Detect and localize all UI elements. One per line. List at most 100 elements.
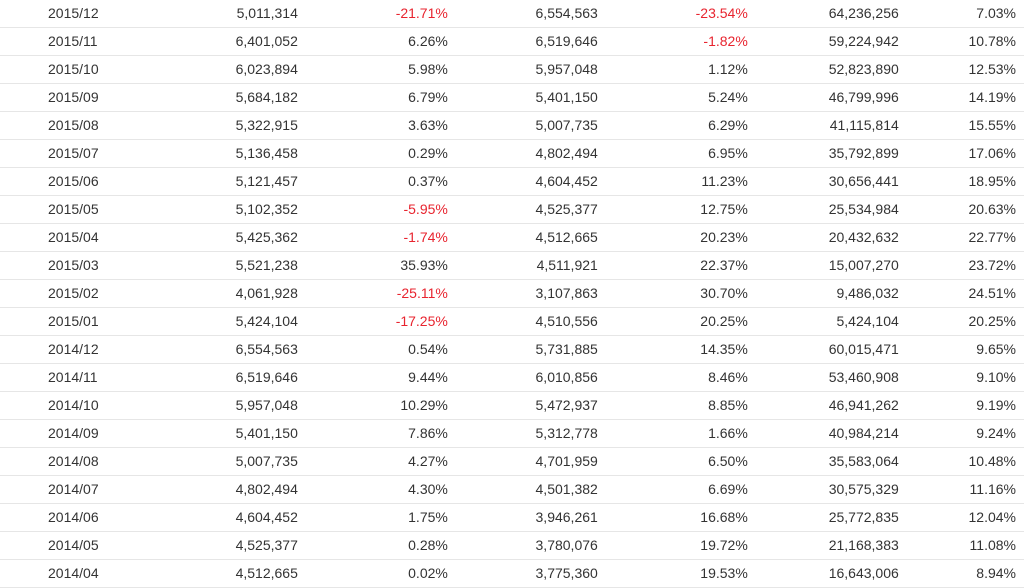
percent-change-cell: 1.66% <box>597 419 748 448</box>
percent-change-cell: 19.72% <box>597 531 748 560</box>
percent-cell: 24.51% <box>898 279 1024 308</box>
table-row: 2015/01 5,424,104 -17.25% 4,510,556 20.25% 5,… <box>0 307 1024 336</box>
cumulative-value-cell: 16,643,006 <box>747 559 899 588</box>
percent-change-cell: 0.29% <box>297 139 448 168</box>
percent-change-cell: 19.53% <box>597 559 748 588</box>
cumulative-value-cell: 52,823,890 <box>747 55 899 84</box>
value-cell: 6,023,894 <box>163 55 298 84</box>
table-row: 2014/10 5,957,048 10.29% 5,472,937 8.85% 46,9… <box>0 391 1024 420</box>
value-cell: 5,007,735 <box>447 111 598 140</box>
percent-change-cell: 4.27% <box>297 447 448 476</box>
percent-change-cell: 30.70% <box>597 279 748 308</box>
percent-change-cell: 3.63% <box>297 111 448 140</box>
percent-cell: 14.19% <box>898 83 1024 112</box>
month-cell: 2015/09 <box>0 83 164 112</box>
month-cell: 2014/07 <box>0 475 164 504</box>
value-cell: 5,102,352 <box>163 195 298 224</box>
value-cell: 5,401,150 <box>163 419 298 448</box>
month-cell: 2015/12 <box>0 0 164 28</box>
table-row: 2015/10 6,023,894 5.98% 5,957,048 1.12% 52,82… <box>0 55 1024 84</box>
percent-cell: 15.55% <box>898 111 1024 140</box>
value-cell: 5,322,915 <box>163 111 298 140</box>
value-cell: 4,501,382 <box>447 475 598 504</box>
table-row: 2015/05 5,102,352 -5.95% 4,525,377 12.75% 25,… <box>0 195 1024 224</box>
table-row: 2014/04 4,512,665 0.02% 3,775,360 19.53% 16,6… <box>0 559 1024 588</box>
value-cell: 5,957,048 <box>163 391 298 420</box>
percent-change-cell: 6.26% <box>297 27 448 56</box>
table-row: 2015/02 4,061,928 -25.11% 3,107,863 30.70% 9,… <box>0 279 1024 308</box>
percent-change-cell: -21.71% <box>297 0 448 28</box>
table-row: 2014/12 6,554,563 0.54% 5,731,885 14.35% 60,0… <box>0 335 1024 364</box>
percent-cell: 17.06% <box>898 139 1024 168</box>
percent-cell: 12.53% <box>898 55 1024 84</box>
cumulative-value-cell: 46,941,262 <box>747 391 899 420</box>
percent-cell: 9.24% <box>898 419 1024 448</box>
month-cell: 2014/06 <box>0 503 164 532</box>
cumulative-value-cell: 25,534,984 <box>747 195 899 224</box>
percent-change-cell: 5.98% <box>297 55 448 84</box>
cumulative-value-cell: 46,799,996 <box>747 83 899 112</box>
table-row: 2014/09 5,401,150 7.86% 5,312,778 1.66% 40,98… <box>0 419 1024 448</box>
percent-cell: 23.72% <box>898 251 1024 280</box>
month-cell: 2014/12 <box>0 335 164 364</box>
percent-change-cell: -1.74% <box>297 223 448 252</box>
percent-change-cell: 14.35% <box>597 335 748 364</box>
percent-change-cell: 0.54% <box>297 335 448 364</box>
month-cell: 2015/10 <box>0 55 164 84</box>
percent-change-cell: 6.29% <box>597 111 748 140</box>
percent-change-cell: 20.25% <box>597 307 748 336</box>
cumulative-value-cell: 60,015,471 <box>747 335 899 364</box>
percent-cell: 20.25% <box>898 307 1024 336</box>
percent-cell: 12.04% <box>898 503 1024 532</box>
percent-change-cell: -1.82% <box>597 27 748 56</box>
month-cell: 2014/04 <box>0 559 164 588</box>
value-cell: 4,510,556 <box>447 307 598 336</box>
value-cell: 5,121,457 <box>163 167 298 196</box>
value-cell: 4,512,665 <box>447 223 598 252</box>
percent-cell: 11.08% <box>898 531 1024 560</box>
table-row: 2015/11 6,401,052 6.26% 6,519,646 -1.82% 59,2… <box>0 27 1024 56</box>
value-cell: 3,107,863 <box>447 279 598 308</box>
table-row: 2015/06 5,121,457 0.37% 4,604,452 11.23% 30,6… <box>0 167 1024 196</box>
cumulative-value-cell: 64,236,256 <box>747 0 899 28</box>
month-cell: 2015/01 <box>0 307 164 336</box>
percent-change-cell: 6.69% <box>597 475 748 504</box>
month-cell: 2015/03 <box>0 251 164 280</box>
percent-cell: 7.03% <box>898 0 1024 28</box>
value-cell: 5,136,458 <box>163 139 298 168</box>
value-cell: 4,802,494 <box>163 475 298 504</box>
value-cell: 6,519,646 <box>447 27 598 56</box>
percent-change-cell: 9.44% <box>297 363 448 392</box>
value-cell: 4,525,377 <box>163 531 298 560</box>
percent-change-cell: 8.46% <box>597 363 748 392</box>
month-cell: 2015/06 <box>0 167 164 196</box>
value-cell: 5,684,182 <box>163 83 298 112</box>
table-row: 2015/12 5,011,314 -21.71% 6,554,563 -23.54% 6… <box>0 0 1024 28</box>
percent-change-cell: 1.75% <box>297 503 448 532</box>
table-row: 2014/06 4,604,452 1.75% 3,946,261 16.68% 25,7… <box>0 503 1024 532</box>
percent-change-cell: 22.37% <box>597 251 748 280</box>
percent-change-cell: 10.29% <box>297 391 448 420</box>
month-cell: 2015/07 <box>0 139 164 168</box>
percent-change-cell: 20.23% <box>597 223 748 252</box>
percent-change-cell: -23.54% <box>597 0 748 28</box>
value-cell: 6,554,563 <box>163 335 298 364</box>
cumulative-value-cell: 30,656,441 <box>747 167 899 196</box>
percent-change-cell: 0.28% <box>297 531 448 560</box>
percent-cell: 11.16% <box>898 475 1024 504</box>
table-row: 2015/07 5,136,458 0.29% 4,802,494 6.95% 35,79… <box>0 139 1024 168</box>
month-cell: 2015/08 <box>0 111 164 140</box>
cumulative-value-cell: 15,007,270 <box>747 251 899 280</box>
month-cell: 2014/09 <box>0 419 164 448</box>
cumulative-value-cell: 21,168,383 <box>747 531 899 560</box>
percent-change-cell: 0.37% <box>297 167 448 196</box>
percent-change-cell: -5.95% <box>297 195 448 224</box>
cumulative-value-cell: 20,432,632 <box>747 223 899 252</box>
table-row: 2015/08 5,322,915 3.63% 5,007,735 6.29% 41,11… <box>0 111 1024 140</box>
table-row: 2014/07 4,802,494 4.30% 4,501,382 6.69% 30,57… <box>0 475 1024 504</box>
table-row: 2014/11 6,519,646 9.44% 6,010,856 8.46% 53,46… <box>0 363 1024 392</box>
table-row: 2014/08 5,007,735 4.27% 4,701,959 6.50% 35,58… <box>0 447 1024 476</box>
month-cell: 2014/11 <box>0 363 164 392</box>
percent-change-cell: 16.68% <box>597 503 748 532</box>
percent-change-cell: 6.50% <box>597 447 748 476</box>
